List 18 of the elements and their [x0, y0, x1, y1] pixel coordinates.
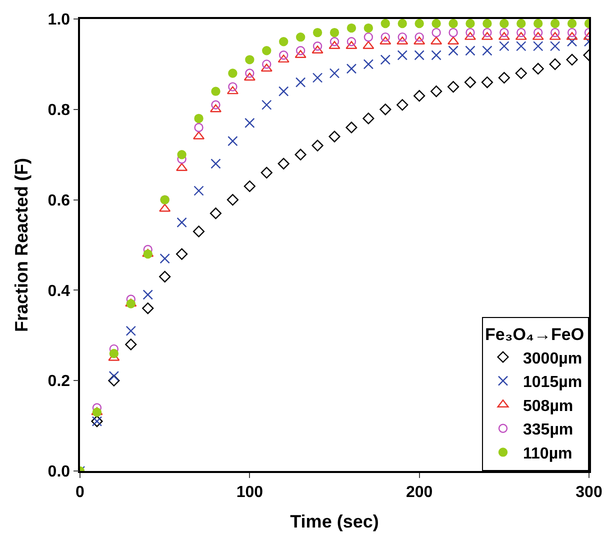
y-tick-label: 0.8: [48, 102, 70, 119]
x-tick-label: 200: [406, 484, 433, 501]
legend-label: 3000µm: [523, 350, 582, 368]
x-axis-title: Time (sec): [290, 512, 379, 532]
y-axis-title: Fraction Reacted (F): [12, 158, 32, 332]
y-tick-label: 0.0: [48, 464, 70, 481]
legend-label: 335µm: [523, 422, 574, 439]
y-tick-label: 0.2: [48, 373, 70, 390]
y-tick-label: 0.4: [48, 282, 70, 300]
legend-label: 1015µm: [523, 374, 582, 392]
x-tick-label: 300: [576, 484, 602, 501]
legend-label: 508µm: [523, 398, 574, 415]
legend-title: Fe₃O₄→FeO: [485, 325, 584, 344]
y-tick-label: 1.0: [48, 12, 70, 29]
x-tick-label: 0: [76, 484, 85, 501]
x-tick-label: 100: [236, 484, 264, 501]
legend-label: 110µm: [523, 445, 572, 462]
y-tick-label: 0.6: [48, 192, 70, 210]
